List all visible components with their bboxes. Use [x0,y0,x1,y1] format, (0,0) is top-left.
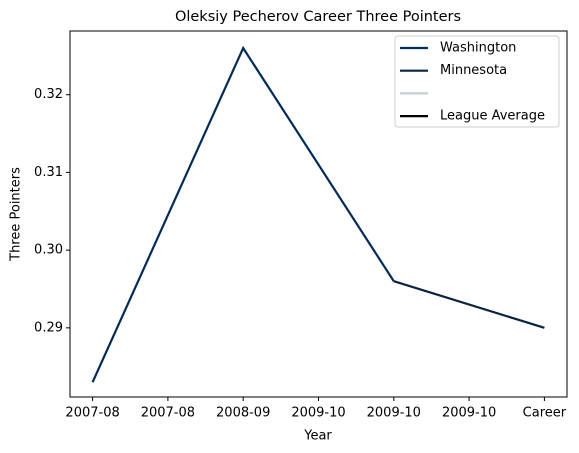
y-tick-label: 0.29 [34,320,63,335]
x-tick-label: 2009-10 [291,406,345,421]
legend-label: Minnesota [440,63,507,78]
x-tick-label: 2009-10 [442,406,496,421]
x-tick-label: 2007-08 [65,406,119,421]
x-tick-label: 2008-09 [216,406,270,421]
legend-box [394,35,560,128]
x-tick-label: 2009-10 [367,406,421,421]
legend-label: League Average [440,109,545,124]
x-axis-label: Year [303,429,332,444]
chart-title: Oleksiy Pecherov Career Three Pointers [175,9,461,25]
series-line [91,45,395,383]
x-tick-label: 2007-08 [141,406,195,421]
y-tick-label: 0.32 [34,87,63,102]
series-line [393,280,545,329]
legend-label: Washington [440,41,516,56]
y-tick-label: 0.31 [34,165,63,180]
y-tick-label: 0.30 [34,243,63,258]
x-tick-label: Career [523,406,567,421]
y-axis-label: Three Pointers [9,167,24,262]
axes-frame [69,30,568,398]
